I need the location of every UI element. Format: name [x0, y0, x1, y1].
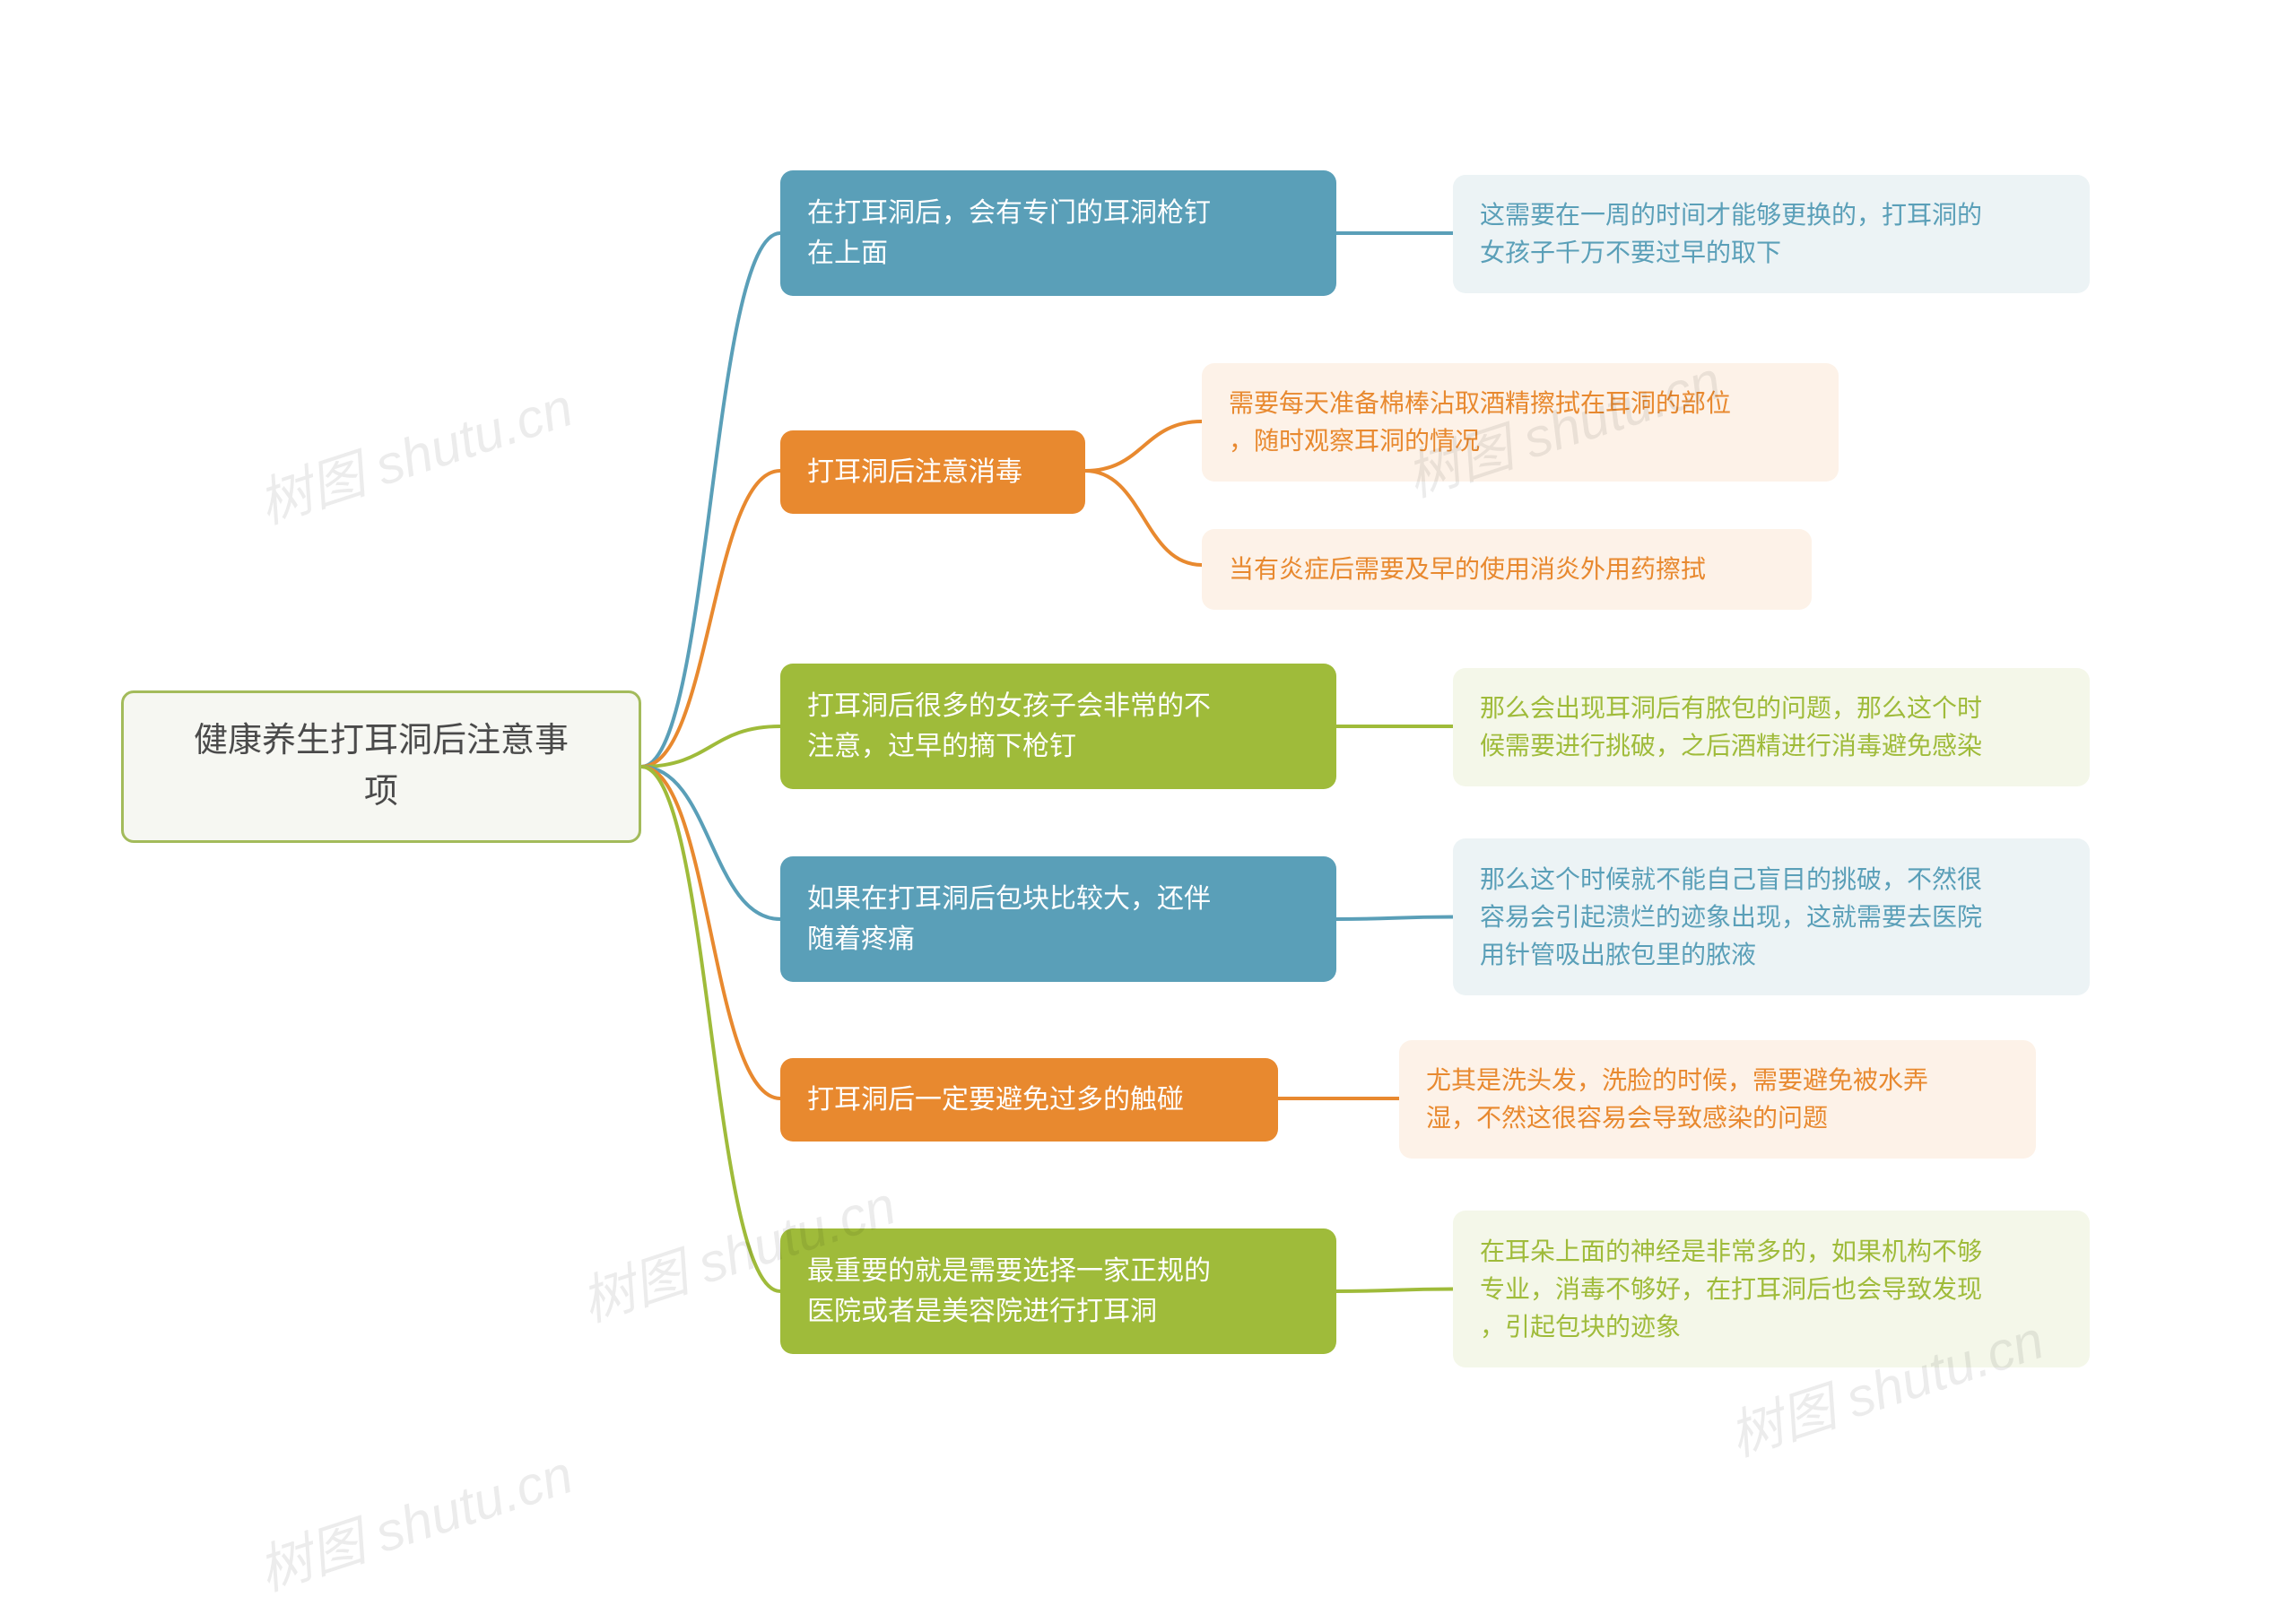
- leaf-node-5-1[interactable]: 尤其是洗头发，洗脸的时候，需要避免被水弄湿，不然这很容易会导致感染的问题: [1399, 1040, 2036, 1159]
- branch-node-3[interactable]: 打耳洞后很多的女孩子会非常的不注意，过早的摘下枪钉: [780, 664, 1336, 789]
- leaf-node-1-1[interactable]: 这需要在一周的时间才能够更换的，打耳洞的女孩子千万不要过早的取下: [1453, 175, 2090, 293]
- mindmap-canvas: 健康养生打耳洞后注意事项 在打耳洞后，会有专门的耳洞枪钉在上面这需要在一周的时间才…: [0, 0, 2296, 1505]
- branch-node-6[interactable]: 最重要的就是需要选择一家正规的医院或者是美容院进行打耳洞: [780, 1228, 1336, 1354]
- branch-node-5[interactable]: 打耳洞后一定要避免过多的触碰: [780, 1058, 1278, 1142]
- leaf-node-2-2[interactable]: 当有炎症后需要及早的使用消炎外用药擦拭: [1202, 529, 1812, 610]
- watermark: 树图 shutu.cn: [247, 364, 581, 539]
- branch-node-2[interactable]: 打耳洞后注意消毒: [780, 430, 1085, 514]
- branch-node-1[interactable]: 在打耳洞后，会有专门的耳洞枪钉在上面: [780, 170, 1336, 296]
- branch-node-4[interactable]: 如果在打耳洞后包块比较大，还伴随着疼痛: [780, 856, 1336, 982]
- leaf-node-4-1[interactable]: 那么这个时候就不能自己盲目的挑破，不然很容易会引起溃烂的迹象出现，这就需要去医院…: [1453, 838, 2090, 995]
- root-node[interactable]: 健康养生打耳洞后注意事项: [121, 690, 641, 843]
- leaf-node-2-1[interactable]: 需要每天准备棉棒沾取酒精擦拭在耳洞的部位，随时观察耳洞的情况: [1202, 363, 1839, 482]
- leaf-node-3-1[interactable]: 那么会出现耳洞后有脓包的问题，那么这个时候需要进行挑破，之后酒精进行消毒避免感染: [1453, 668, 2090, 786]
- leaf-node-6-1[interactable]: 在耳朵上面的神经是非常多的，如果机构不够专业，消毒不够好，在打耳洞后也会导致发现…: [1453, 1211, 2090, 1367]
- watermark: 树图 shutu.cn: [247, 1431, 581, 1606]
